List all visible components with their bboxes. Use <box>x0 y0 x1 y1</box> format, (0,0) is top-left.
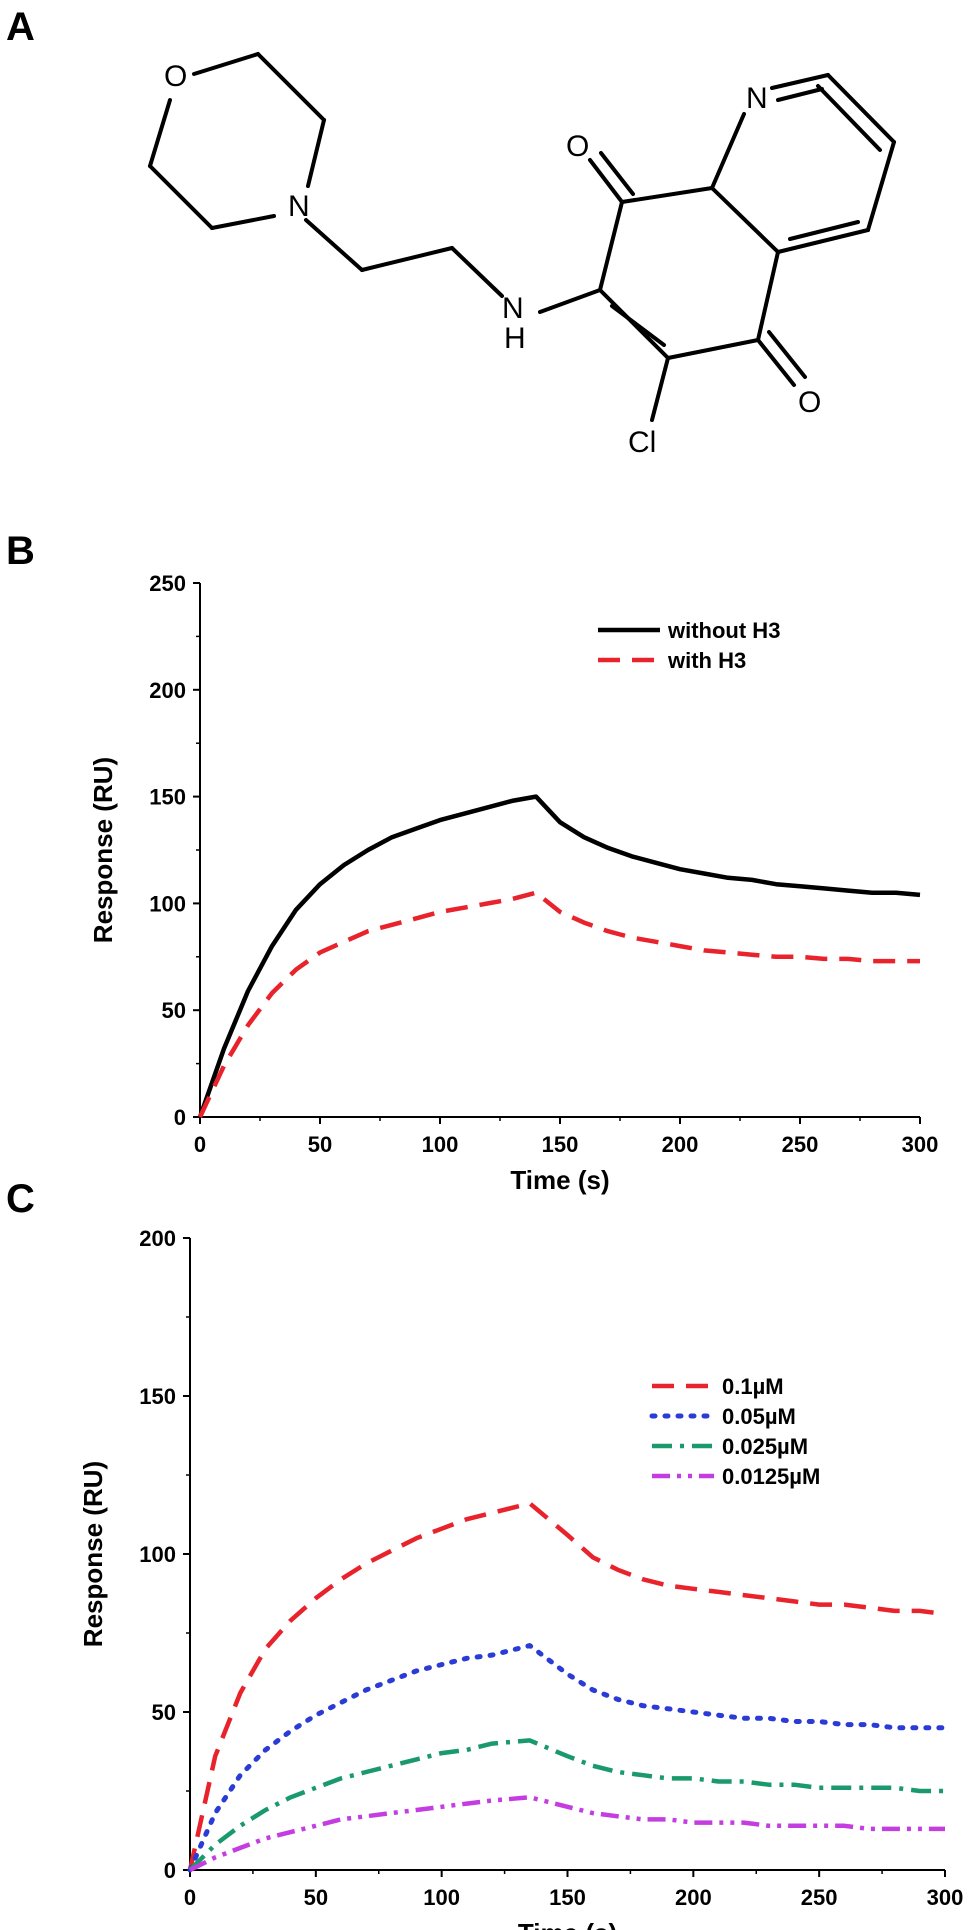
legend-label: without H3 <box>667 618 780 643</box>
series-line <box>187 1501 946 1871</box>
series-line <box>197 794 921 1118</box>
bond <box>256 52 326 122</box>
atom-nh-h: H <box>504 322 526 355</box>
bond <box>776 228 870 254</box>
y-tick-label: 0 <box>174 1105 186 1130</box>
y-tick-label: 150 <box>139 1384 176 1409</box>
bond <box>304 218 364 272</box>
x-tick-label: 0 <box>184 1885 196 1910</box>
bond <box>450 246 504 298</box>
panel-label-c: C <box>6 1177 35 1221</box>
y-tick-label: 250 <box>149 571 186 596</box>
atom-n-pyridine: N <box>746 82 768 115</box>
bond <box>788 220 860 241</box>
legend-label: 0.1µM <box>722 1374 784 1399</box>
bond <box>650 356 670 422</box>
bond <box>192 52 260 76</box>
bond <box>826 73 896 144</box>
atom-nh-n: N <box>502 292 524 325</box>
bond <box>770 73 830 90</box>
x-tick-label: 100 <box>423 1885 460 1910</box>
bond <box>148 98 172 168</box>
x-tick-label: 150 <box>549 1885 586 1910</box>
legend-label: 0.0125µM <box>722 1464 820 1489</box>
legend-label: with H3 <box>667 648 746 673</box>
atom-cl: Cl <box>628 426 656 459</box>
x-tick-label: 250 <box>801 1885 838 1910</box>
bond <box>710 186 780 254</box>
legend-label: 0.05µM <box>722 1404 796 1429</box>
bond <box>148 164 214 230</box>
y-tick-label: 200 <box>149 678 186 703</box>
bond <box>610 304 666 347</box>
x-tick-label: 100 <box>422 1132 459 1157</box>
x-tick-label: 300 <box>927 1885 964 1910</box>
bond <box>776 87 824 102</box>
bond <box>756 250 780 342</box>
bond <box>538 288 602 314</box>
x-axis-label: Time (s) <box>518 1918 617 1930</box>
y-tick-label: 50 <box>152 1700 176 1725</box>
bond <box>588 158 624 204</box>
atom-o-morpholine: O <box>164 60 187 93</box>
y-axis-label: Response (RU) <box>88 757 118 943</box>
bond <box>866 140 896 232</box>
molecule-structure <box>148 52 896 422</box>
y-tick-label: 150 <box>149 785 186 810</box>
bond <box>598 200 624 292</box>
series-line <box>187 1643 948 1873</box>
y-tick-label: 100 <box>139 1542 176 1567</box>
bond <box>816 84 882 152</box>
atom-o-top: O <box>566 130 589 163</box>
x-tick-label: 250 <box>782 1132 819 1157</box>
x-tick-label: 200 <box>662 1132 699 1157</box>
panel-label-b: B <box>6 529 35 573</box>
x-tick-label: 150 <box>542 1132 579 1157</box>
bond <box>210 214 276 230</box>
bond <box>756 338 796 387</box>
atom-n-morpholine: N <box>288 190 310 223</box>
bond <box>620 186 714 204</box>
x-tick-label: 50 <box>304 1885 328 1910</box>
y-axis-label: Response (RU) <box>78 1461 108 1647</box>
bond <box>360 246 454 272</box>
x-axis-label: Time (s) <box>510 1165 609 1195</box>
y-tick-label: 200 <box>139 1226 176 1251</box>
y-tick-label: 50 <box>162 998 186 1023</box>
bond <box>767 330 807 379</box>
bond <box>666 338 760 360</box>
y-tick-label: 0 <box>164 1858 176 1883</box>
bond <box>306 118 326 188</box>
atom-o-bottom: O <box>798 386 821 419</box>
bond <box>599 151 635 196</box>
panel-label-a: A <box>6 5 35 49</box>
chart-panel-c: 0 50 100 150 200 250 300 0 50 100 150 200 Time (s) Re… <box>78 1226 963 1930</box>
bond <box>710 112 746 190</box>
legend-label: 0.025µM <box>722 1434 808 1459</box>
x-tick-label: 0 <box>194 1132 206 1157</box>
y-tick-label: 100 <box>149 891 186 916</box>
series-line <box>197 890 920 1118</box>
series-line <box>188 1795 945 1873</box>
x-tick-label: 200 <box>675 1885 712 1910</box>
chart-panel-b: 0 50 100 150 200 250 300 0 50 100 150 200 250 Time (s… <box>88 571 938 1195</box>
x-tick-label: 300 <box>902 1132 939 1157</box>
x-tick-label: 50 <box>308 1132 332 1157</box>
